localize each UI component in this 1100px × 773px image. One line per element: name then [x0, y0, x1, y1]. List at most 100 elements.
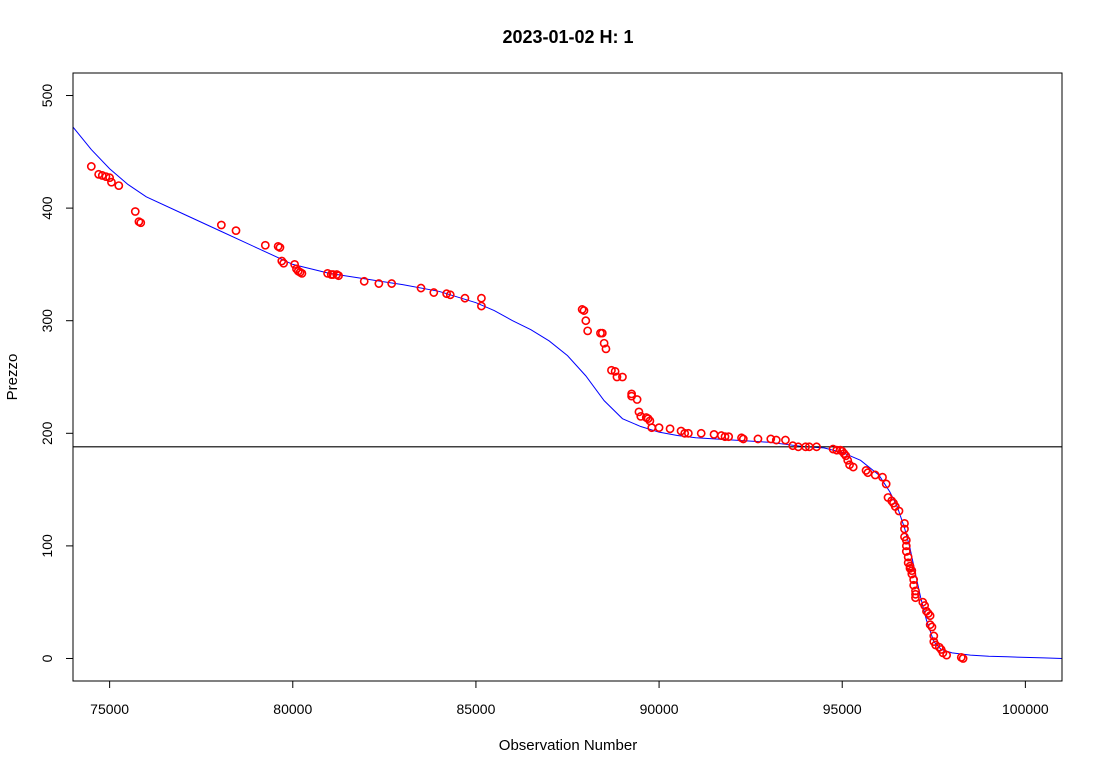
fit-line [72, 126, 1063, 659]
data-point [231, 226, 241, 236]
data-point [583, 326, 593, 336]
y-axis: 0 100 200 300 400 500 [39, 84, 74, 662]
data-point [738, 434, 748, 444]
x-axis: 75000 80000 85000 90000 95000 100000 [90, 680, 1049, 717]
data-point [832, 445, 842, 455]
data-point [878, 472, 887, 482]
y-tick-label: 200 [39, 421, 55, 445]
data-point [277, 256, 287, 266]
data-point [766, 434, 776, 444]
x-tick-label: 80000 [273, 701, 312, 717]
data-point [654, 423, 664, 433]
data-point [907, 566, 917, 576]
data-point [599, 338, 609, 348]
data-point [843, 455, 853, 465]
x-tick-label: 100000 [1002, 701, 1049, 717]
data-point [909, 575, 919, 585]
data-point [618, 372, 627, 382]
data-point [114, 181, 124, 190]
data-point [958, 654, 968, 663]
data-point [925, 620, 935, 630]
data-point [680, 428, 690, 438]
data-point [359, 276, 369, 286]
data-point [477, 293, 486, 303]
data-point [788, 441, 798, 451]
data-point [665, 424, 675, 434]
data-point [771, 435, 781, 445]
data-point [275, 243, 285, 252]
fit-line-layer [72, 126, 1063, 659]
data-point [643, 414, 653, 424]
data-point [260, 240, 270, 250]
data-point [429, 288, 439, 297]
data-point [907, 569, 917, 579]
data-point [216, 220, 226, 230]
data-point [597, 328, 607, 338]
data-point [297, 269, 307, 278]
data-point [460, 293, 470, 303]
data-point [445, 290, 455, 300]
data-point [709, 430, 719, 439]
data-point [387, 279, 397, 288]
data-point [581, 316, 591, 326]
data-point [911, 589, 920, 599]
plot-frame [72, 72, 1063, 682]
data-point [894, 506, 904, 516]
data-point [901, 535, 911, 545]
data-point [290, 260, 300, 269]
x-tick-label: 95000 [823, 701, 862, 717]
data-point [920, 601, 930, 610]
data-point [841, 451, 851, 461]
y-tick-label: 400 [39, 196, 55, 220]
data-point [579, 306, 589, 315]
data-point [607, 365, 616, 375]
x-axis-label: Observation Number [499, 737, 637, 754]
y-tick-label: 300 [39, 309, 55, 333]
data-point [323, 269, 332, 278]
x-tick-label: 85000 [456, 701, 495, 717]
y-tick-label: 500 [39, 84, 55, 108]
data-point [107, 177, 116, 187]
data-point [801, 442, 810, 452]
chart-title: 2023-01-02 H: 1 [502, 27, 633, 47]
data-point [279, 258, 289, 268]
data-point [724, 432, 734, 442]
data-point [839, 449, 849, 458]
data-point [911, 593, 920, 603]
data-point [900, 518, 909, 528]
data-point [442, 289, 452, 299]
data-point [753, 434, 763, 444]
data-point [634, 407, 644, 417]
data-point [901, 547, 911, 556]
data-point [696, 428, 706, 438]
data-point [905, 564, 915, 573]
data-point [101, 172, 111, 181]
data-point [334, 271, 343, 281]
y-axis-label: Prezzo [4, 354, 21, 401]
data-point [881, 479, 891, 489]
data-point [477, 301, 486, 311]
data-point [601, 344, 611, 354]
y-tick-label: 0 [39, 654, 55, 662]
data-point [942, 650, 952, 660]
data-point [901, 541, 911, 551]
data-point [632, 395, 642, 404]
y-tick-label: 100 [39, 534, 55, 558]
data-point [923, 609, 933, 618]
data-point [848, 462, 858, 472]
data-point [929, 631, 939, 641]
data-point [812, 442, 821, 452]
data-point [136, 218, 146, 228]
data-point [105, 173, 115, 183]
data-point [903, 552, 913, 562]
data-point [374, 279, 384, 288]
data-point [720, 432, 730, 442]
data-point [328, 270, 338, 279]
data-point [927, 622, 937, 632]
data-point [416, 283, 426, 293]
data-point [612, 372, 622, 382]
data-point [925, 611, 935, 621]
data-point [909, 580, 919, 590]
data-point [130, 207, 140, 216]
